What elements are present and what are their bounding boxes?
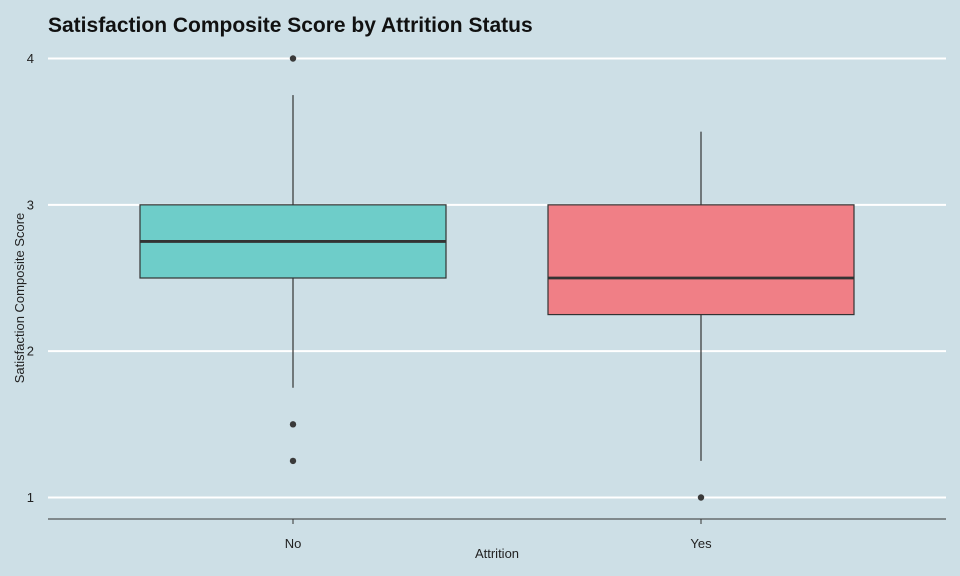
y-tick-label-4: 4 <box>27 51 34 66</box>
y-tick-label-2: 2 <box>27 344 34 359</box>
outlier-no-0 <box>289 55 297 62</box>
y-axis-label: Satisfaction Composite Score <box>12 213 27 384</box>
box-no <box>139 55 447 465</box>
outlier-no-1 <box>289 421 297 428</box>
boxes-layer <box>139 55 855 501</box>
y-axis-ticks: 1 2 3 4 <box>27 51 34 505</box>
outlier-yes-0 <box>697 494 705 501</box>
chart-title: Satisfaction Composite Score by Attritio… <box>48 14 533 37</box>
x-axis-ticks: No Yes <box>285 519 712 551</box>
box-body-yes <box>547 204 855 316</box>
x-axis-label: Attrition <box>475 546 519 561</box>
y-tick-label-3: 3 <box>27 197 34 212</box>
x-tick-label-yes: Yes <box>690 536 712 551</box>
y-tick-label-1: 1 <box>27 490 34 505</box>
box-yes <box>547 131 855 501</box>
outlier-no-2 <box>289 457 297 465</box>
x-tick-label-no: No <box>285 536 302 551</box>
